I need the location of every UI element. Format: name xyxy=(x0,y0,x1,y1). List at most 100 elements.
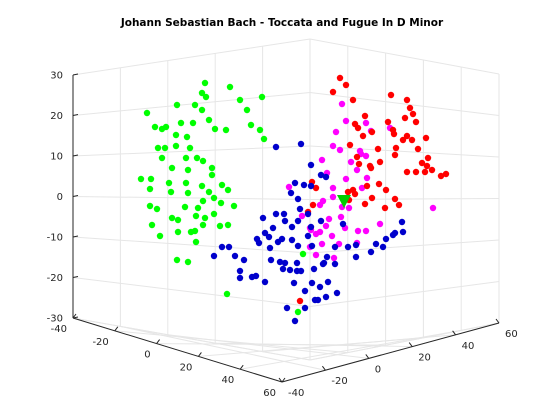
red-point xyxy=(381,204,389,212)
green-point xyxy=(174,228,182,236)
red-point xyxy=(403,168,411,176)
magenta-point xyxy=(329,142,337,150)
green-point xyxy=(198,182,206,190)
magenta-point xyxy=(362,119,370,127)
z-tick-mark xyxy=(72,316,79,319)
blue-point xyxy=(307,182,315,190)
grid-line xyxy=(167,334,369,359)
green-point xyxy=(194,204,202,212)
green-point xyxy=(205,188,213,196)
blue-point xyxy=(296,205,304,213)
green-point xyxy=(211,125,219,133)
red-point xyxy=(361,112,369,120)
y-tick-label: -20 xyxy=(331,376,347,387)
x-tick-label: 40 xyxy=(221,375,234,386)
green-point xyxy=(177,119,185,127)
blue-point xyxy=(287,189,295,197)
green-point xyxy=(256,126,264,134)
blue-point xyxy=(255,239,263,247)
blue-point xyxy=(352,253,360,261)
blue-point xyxy=(276,258,284,266)
grid-line xyxy=(72,91,500,116)
magenta-point xyxy=(336,146,344,154)
magenta-point xyxy=(363,174,371,182)
y-tick-label: 0 xyxy=(375,364,381,375)
blue-point xyxy=(367,248,375,256)
green-point xyxy=(192,238,200,246)
green-point xyxy=(184,189,192,197)
green-point xyxy=(210,194,218,202)
y-tick-label: -40 xyxy=(288,388,304,399)
green-point xyxy=(192,212,200,220)
blue-point xyxy=(308,279,316,287)
green-point xyxy=(216,222,224,230)
magenta-point xyxy=(285,183,293,191)
blue-point xyxy=(236,267,244,275)
green-point xyxy=(172,131,180,139)
z-tick-label: -30 xyxy=(47,314,63,325)
green-point xyxy=(158,154,166,162)
green-point xyxy=(205,116,213,124)
red-point xyxy=(368,128,376,136)
grid-line xyxy=(72,317,311,361)
green-point xyxy=(198,106,206,114)
green-point xyxy=(223,290,231,298)
red-point xyxy=(374,145,382,153)
green-point xyxy=(236,96,244,104)
red-point xyxy=(401,114,409,122)
blue-point xyxy=(320,259,328,267)
red-point xyxy=(382,186,390,194)
magenta-point xyxy=(329,193,337,201)
red-point xyxy=(414,145,422,153)
blue-point xyxy=(266,244,274,252)
green-point xyxy=(173,101,181,109)
red-point xyxy=(368,194,376,202)
z-tick-label: 30 xyxy=(50,71,63,82)
magenta-point xyxy=(316,228,324,236)
blue-point xyxy=(252,272,260,280)
green-point xyxy=(208,164,216,172)
red-point xyxy=(412,118,420,126)
red-point xyxy=(359,132,367,140)
blue-point xyxy=(267,256,275,264)
blue-point xyxy=(379,243,387,251)
green-point xyxy=(186,144,194,152)
magenta-point xyxy=(312,251,320,259)
magenta-point xyxy=(342,175,350,183)
blue-point xyxy=(308,242,316,250)
blue-point xyxy=(382,235,390,243)
x-tick-label: 20 xyxy=(180,362,193,373)
axes-box xyxy=(72,73,500,383)
x-tick-mark xyxy=(197,352,202,357)
blue-point xyxy=(333,289,341,297)
blue-point xyxy=(278,235,286,243)
green-point xyxy=(201,214,209,222)
blue-point xyxy=(259,214,267,222)
grid-line xyxy=(72,145,500,158)
magenta-point xyxy=(330,254,338,262)
blue-point xyxy=(265,233,273,241)
z-tick-label: 0 xyxy=(57,192,63,203)
blue-point xyxy=(240,256,248,264)
blue-point xyxy=(231,252,239,260)
blue-point xyxy=(272,210,280,218)
red-point xyxy=(437,172,445,180)
red-point xyxy=(309,201,317,209)
red-point xyxy=(412,168,420,176)
z-tick-label: -20 xyxy=(47,273,63,284)
red-point xyxy=(344,188,352,196)
red-point xyxy=(408,136,416,144)
magenta-point xyxy=(322,222,330,230)
green-point xyxy=(147,175,155,183)
magenta-point xyxy=(328,232,336,240)
magenta-point xyxy=(347,158,355,166)
blue-point xyxy=(317,171,325,179)
green-point xyxy=(183,133,191,141)
red-point xyxy=(363,182,371,190)
magenta-point xyxy=(318,240,326,248)
y-axis-line xyxy=(281,322,500,383)
blue-point xyxy=(281,217,289,225)
blue-point xyxy=(331,243,339,251)
red-point xyxy=(424,154,432,162)
